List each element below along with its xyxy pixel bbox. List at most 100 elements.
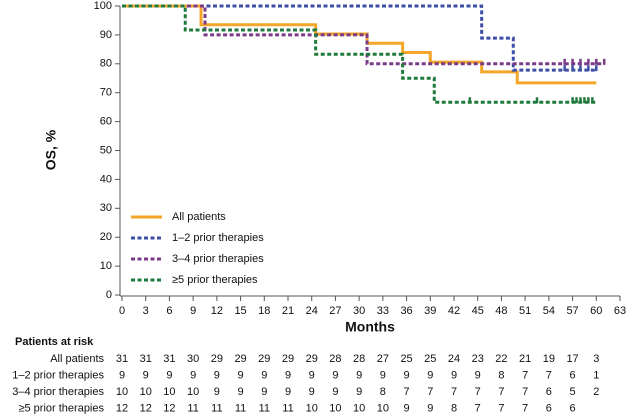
legend-label: 1–2 prior therapies bbox=[172, 232, 264, 244]
at-risk-count: 7 bbox=[427, 386, 433, 398]
at-risk-count: 7 bbox=[546, 369, 552, 381]
at-risk-count: 29 bbox=[258, 353, 270, 365]
at-risk-count: 9 bbox=[309, 386, 315, 398]
at-risk-row-label: 1–2 prior therapies bbox=[12, 369, 104, 381]
at-risk-count: 9 bbox=[166, 369, 172, 381]
at-risk-count: 10 bbox=[353, 402, 365, 414]
at-risk-count: 30 bbox=[187, 353, 199, 365]
at-risk-count: 9 bbox=[427, 402, 433, 414]
at-risk-count: 9 bbox=[427, 369, 433, 381]
x-tick-label: 63 bbox=[614, 305, 626, 317]
x-tick-label: 54 bbox=[543, 305, 555, 317]
at-risk-count: 10 bbox=[377, 402, 389, 414]
y-tick-label: 80 bbox=[100, 58, 112, 70]
at-risk-count: 7 bbox=[522, 369, 528, 381]
at-risk-count: 7 bbox=[498, 402, 504, 414]
x-tick-label: 18 bbox=[258, 305, 270, 317]
at-risk-count: 19 bbox=[543, 353, 555, 365]
at-risk-count: 9 bbox=[404, 369, 410, 381]
at-risk-count: 9 bbox=[190, 369, 196, 381]
y-tick-label: 20 bbox=[100, 231, 112, 243]
at-risk-count: 9 bbox=[261, 386, 267, 398]
x-axis-label: Months bbox=[345, 319, 395, 335]
at-risk-count: 29 bbox=[211, 353, 223, 365]
at-risk-count: 10 bbox=[140, 386, 152, 398]
legend-label: 3–4 prior therapies bbox=[172, 253, 264, 265]
at-risk-count: 11 bbox=[282, 402, 293, 414]
x-tick-label: 0 bbox=[119, 305, 125, 317]
at-risk-count: 9 bbox=[143, 369, 149, 381]
y-tick-label: 40 bbox=[100, 173, 112, 185]
at-risk-count: 12 bbox=[163, 402, 175, 414]
y-tick-label: 0 bbox=[106, 289, 112, 301]
at-risk-count: 9 bbox=[214, 386, 220, 398]
at-risk-count: 9 bbox=[356, 369, 362, 381]
at-risk-count: 5 bbox=[570, 386, 576, 398]
x-tick-label: 45 bbox=[472, 305, 484, 317]
at-risk-row-label: All patients bbox=[50, 353, 104, 365]
at-risk-count: 7 bbox=[522, 402, 528, 414]
at-risk-count: 25 bbox=[424, 353, 436, 365]
at-risk-count: 6 bbox=[570, 402, 576, 414]
x-tick-label: 39 bbox=[424, 305, 436, 317]
at-risk-count: 8 bbox=[380, 386, 386, 398]
y-tick-label: 10 bbox=[100, 260, 112, 272]
y-tick-label: 60 bbox=[100, 116, 112, 128]
at-risk-count: 24 bbox=[448, 353, 460, 365]
at-risk-row-label: ≥5 prior therapies bbox=[18, 402, 104, 414]
at-risk-count: 7 bbox=[475, 402, 481, 414]
at-risk-count: 31 bbox=[163, 353, 175, 365]
at-risk-count: 9 bbox=[309, 369, 315, 381]
at-risk-count: 23 bbox=[472, 353, 484, 365]
x-tick-label: 27 bbox=[329, 305, 341, 317]
x-tick-label: 15 bbox=[234, 305, 246, 317]
at-risk-count: 11 bbox=[187, 402, 198, 414]
survival-curve bbox=[122, 4, 597, 104]
at-risk-count: 28 bbox=[353, 353, 365, 365]
at-risk-count: 22 bbox=[495, 353, 507, 365]
at-risk-count: 7 bbox=[475, 386, 481, 398]
at-risk-count: 31 bbox=[116, 353, 128, 365]
legend-label: All patients bbox=[172, 211, 226, 223]
at-risk-count: 6 bbox=[546, 386, 552, 398]
at-risk-count: 29 bbox=[282, 353, 294, 365]
survival-curve bbox=[122, 4, 597, 85]
at-risk-row-label: 3–4 prior therapies bbox=[12, 386, 104, 398]
at-risk-count: 9 bbox=[332, 386, 338, 398]
x-tick-label: 12 bbox=[211, 305, 223, 317]
y-tick-label: 30 bbox=[100, 202, 112, 214]
x-tick-label: 51 bbox=[519, 305, 531, 317]
x-tick-label: 33 bbox=[377, 305, 389, 317]
at-risk-count: 11 bbox=[235, 402, 246, 414]
at-risk-count: 7 bbox=[451, 386, 457, 398]
at-risk-count: 9 bbox=[451, 369, 457, 381]
at-risk-count: 9 bbox=[214, 369, 220, 381]
x-tick-label: 3 bbox=[143, 305, 149, 317]
legend-label: ≥5 prior therapies bbox=[172, 274, 258, 286]
x-tick-label: 21 bbox=[282, 305, 294, 317]
at-risk-count: 9 bbox=[380, 369, 386, 381]
x-tick-label: 30 bbox=[353, 305, 365, 317]
at-risk-count: 6 bbox=[570, 369, 576, 381]
x-tick-label: 24 bbox=[306, 305, 318, 317]
at-risk-count: 9 bbox=[332, 369, 338, 381]
at-risk-count: 12 bbox=[116, 402, 128, 414]
at-risk-count: 7 bbox=[404, 386, 410, 398]
at-risk-count: 31 bbox=[140, 353, 152, 365]
at-risk-count: 10 bbox=[116, 386, 128, 398]
at-risk-count: 25 bbox=[400, 353, 412, 365]
x-tick-label: 48 bbox=[495, 305, 507, 317]
at-risk-count: 9 bbox=[261, 369, 267, 381]
at-risk-count: 10 bbox=[187, 386, 199, 398]
at-risk-count: 12 bbox=[140, 402, 152, 414]
x-tick-label: 9 bbox=[190, 305, 196, 317]
at-risk-count: 3 bbox=[593, 353, 599, 365]
at-risk-count: 10 bbox=[163, 386, 175, 398]
x-tick-label: 6 bbox=[166, 305, 172, 317]
x-tick-label: 36 bbox=[400, 305, 412, 317]
at-risk-count: 9 bbox=[285, 386, 291, 398]
y-tick-label: 90 bbox=[100, 29, 112, 41]
at-risk-count: 9 bbox=[238, 386, 244, 398]
at-risk-count: 10 bbox=[306, 402, 318, 414]
